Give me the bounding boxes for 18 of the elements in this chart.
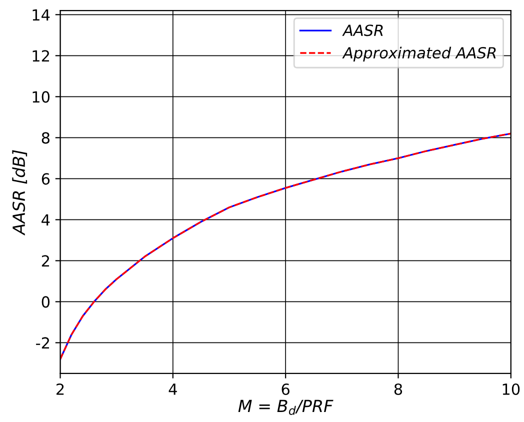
y-tick-label: 8	[42, 132, 50, 144]
x-tick-label: 10	[502, 383, 520, 396]
y-tick-label: -2	[36, 337, 50, 349]
y-tick-label: 6	[42, 173, 50, 185]
x-tick-label: 2	[56, 383, 64, 395]
y-tick-label: 4	[42, 214, 50, 226]
x-tick-label: 6	[282, 383, 290, 396]
y-tick-label: 2	[42, 255, 50, 267]
y-axis-title: AASR [dB]	[12, 150, 28, 236]
y-tick-label: 10	[32, 91, 50, 103]
x-tick-label: 8	[394, 383, 402, 396]
x-axis-title: M = B$_{d}$/PRF	[238, 400, 334, 415]
y-tick-label: 0	[42, 296, 50, 308]
x-tick-label: 4	[168, 384, 177, 395]
legend-label: Approximated AASR	[342, 46, 496, 62]
y-tick-label: 12	[32, 50, 50, 62]
y-tick-label: 14	[32, 9, 50, 20]
legend-label: AASR	[342, 24, 383, 36]
